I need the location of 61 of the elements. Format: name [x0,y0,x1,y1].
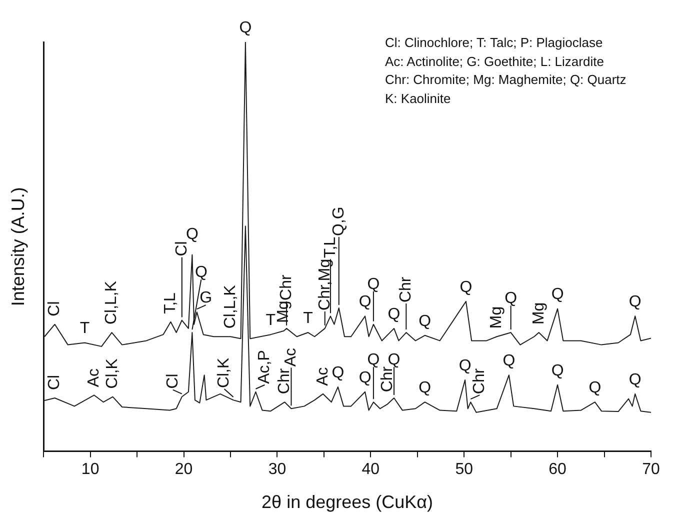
annotation: Q [551,286,564,304]
annotation: Q [628,371,642,388]
x-tick-label: 50 [455,461,474,478]
annotation: Cl [173,241,190,256]
annotation: Q [239,19,252,36]
x-axis-title: 2θ in degrees (CuKα) [262,492,434,512]
annotation: Mg [488,306,506,329]
annotation: Cl [46,301,64,316]
annotation: Chr [398,276,415,303]
annotation: Q [358,294,372,311]
annotation: Chr: Chromite; Mg: Maghemite; Q: Quartz [385,71,626,89]
annotation: Q [502,352,516,370]
x-tick-label: 20 [174,461,193,478]
annotation: Q [186,226,198,244]
annotation: K: Kaolinite [385,90,452,108]
x-tick-label: 70 [642,461,660,478]
annotation: Q [504,290,518,307]
annotation: G [200,289,212,306]
y-axis-title: Intensity (A.U.) [8,187,28,306]
annotation: Q [388,306,400,323]
annotation: Q [367,276,380,293]
annotation: Q [194,264,208,281]
annotation: Q [358,369,372,386]
annotation: Cl [164,374,182,389]
annotation: Mg [275,300,292,323]
annotation: Chr [276,368,294,394]
annotation: Ac: Actinolite; G: Goethite; L: Lizardite [385,52,605,70]
annotation: Ac,P [256,350,274,384]
annotation: Q [418,312,432,330]
annotation: Q [332,364,344,382]
annotation: T [303,310,314,327]
annotation: Q [588,380,602,396]
annotation: T,L [162,292,180,314]
annotation: Q [388,351,400,368]
annotation: Cl,L,K [103,280,120,325]
x-tick-label: 40 [362,461,380,478]
annotation: Cl,K [216,357,233,388]
annotation: Ac [314,367,332,386]
annotation: Cl,L,K [222,284,239,329]
annotation: Q [460,278,472,296]
annotation: Q [628,294,642,311]
annotation: Ac [282,348,300,367]
annotation: T,L [322,236,339,258]
annotation: Cl [46,374,64,390]
x-tick-label: 10 [81,461,100,478]
annotation: Cl: Clinochlore; T: Talc; P: Plagioclase [385,34,604,52]
annotation: Q [551,362,564,380]
annotation: Chr [278,274,295,300]
annotation: Chr [471,368,488,394]
annotation: Q,G [330,206,348,236]
annotation: Chr,Mg [316,258,334,310]
annotation: Ac [85,368,102,388]
annotation: T [80,320,90,338]
annotation: Mg [530,302,548,325]
x-tick-label: 60 [548,461,567,478]
annotation: Cl,K [104,358,122,389]
annotation: T [266,312,276,329]
x-tick-label: 30 [268,461,286,478]
annotation: Q [367,352,380,368]
annotation: Q [418,380,432,396]
annotation: Q [458,357,472,374]
